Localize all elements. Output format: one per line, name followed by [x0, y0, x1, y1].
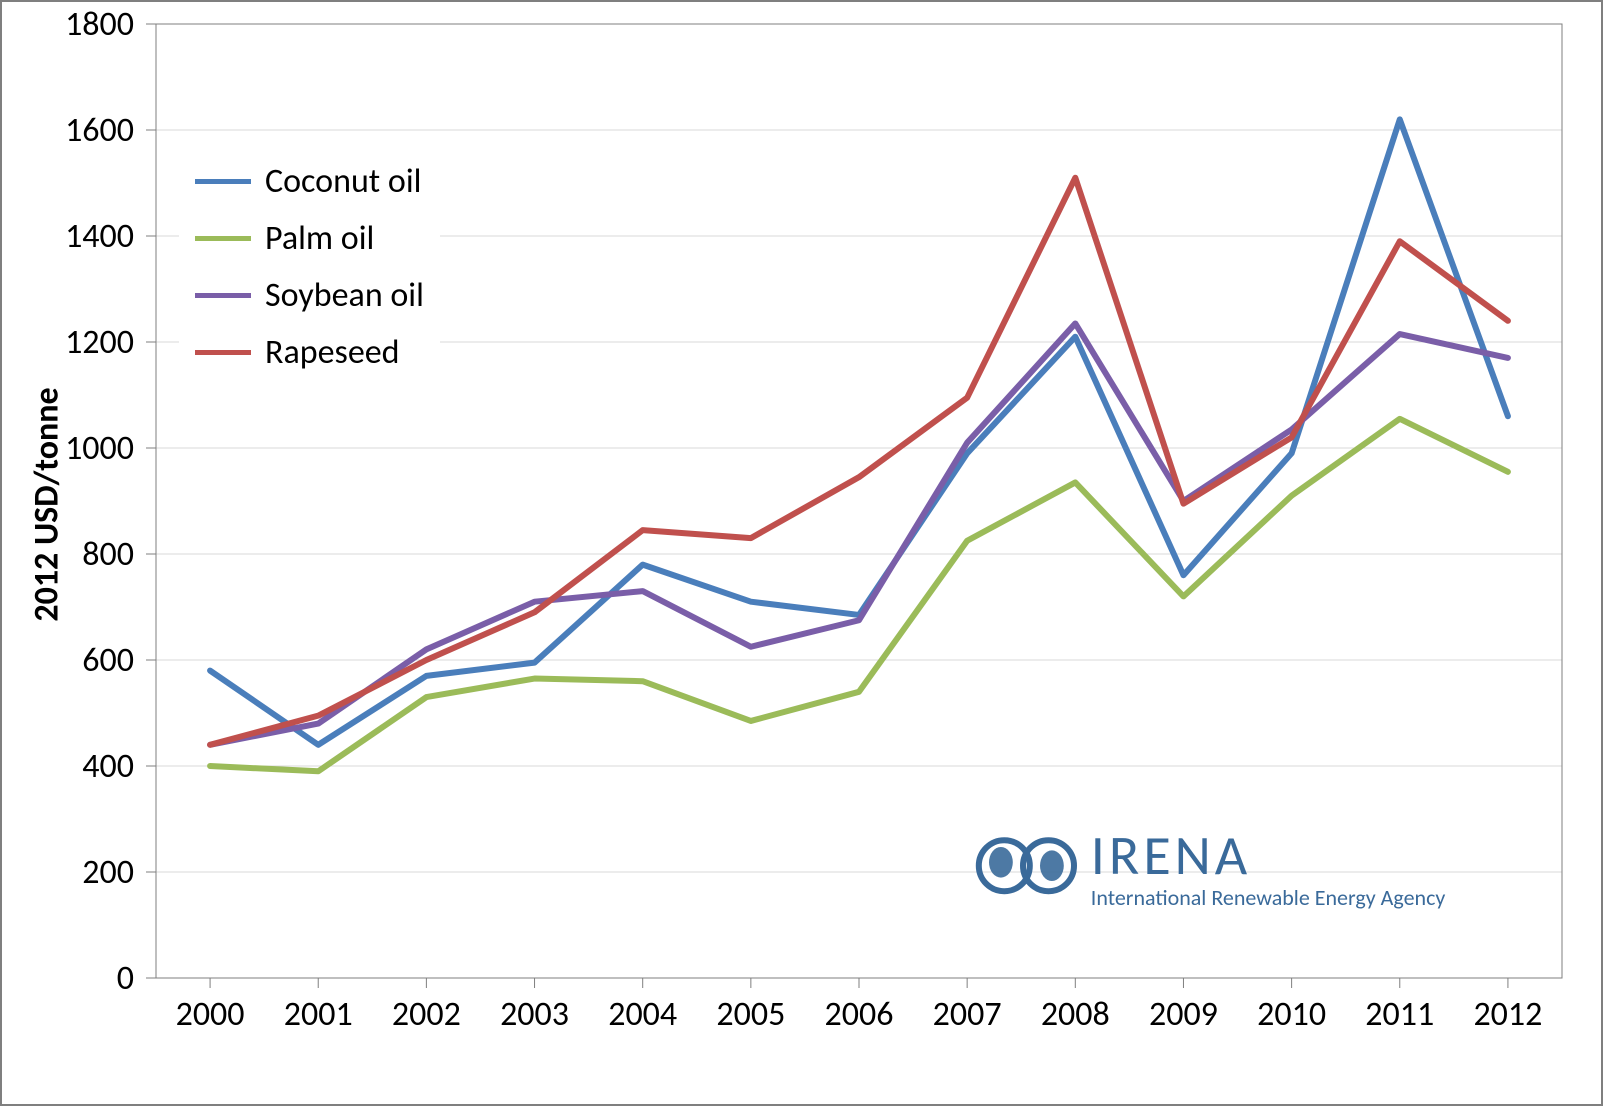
logo-circles-icon	[972, 830, 1081, 910]
y-axis-title: 2012 USD/tonne	[27, 28, 68, 982]
legend-label: Palm oil	[265, 218, 374, 259]
x-tick-label: 2006	[809, 994, 909, 1035]
x-tick-label: 2008	[1025, 994, 1125, 1035]
logo-tagline: International Renewable Energy Agency	[1091, 884, 1446, 911]
y-tick-label: 200	[82, 852, 134, 893]
legend-label: Coconut oil	[265, 161, 421, 202]
logo-brand: IRENA	[1091, 828, 1446, 884]
legend-swatch	[195, 350, 251, 355]
legend-swatch	[195, 236, 251, 241]
chart-frame: 2012 USD/tonne Coconut oil Palm oil Soybea…	[0, 0, 1603, 1106]
x-tick-label: 2004	[593, 994, 693, 1035]
y-tick-label: 1200	[65, 322, 134, 363]
x-tick-label: 2001	[268, 994, 368, 1035]
legend-label: Rapeseed	[265, 332, 400, 373]
x-tick-label: 2000	[160, 994, 260, 1035]
y-tick-label: 1800	[65, 4, 134, 45]
x-tick-label: 2002	[376, 994, 476, 1035]
legend: Coconut oil Palm oil Soybean oil Rapeseed	[179, 137, 440, 397]
legend-item: Soybean oil	[195, 275, 424, 316]
x-tick-label: 2009	[1133, 994, 1233, 1035]
y-tick-label: 0	[117, 958, 134, 999]
x-tick-label: 2003	[485, 994, 585, 1035]
legend-item: Coconut oil	[195, 161, 424, 202]
legend-swatch	[195, 179, 251, 184]
series-line	[210, 419, 1508, 771]
x-tick-label: 2012	[1458, 994, 1558, 1035]
legend-item: Palm oil	[195, 218, 424, 259]
x-tick-label: 2005	[701, 994, 801, 1035]
y-tick-label: 400	[82, 746, 134, 787]
x-tick-label: 2007	[917, 994, 1017, 1035]
legend-label: Soybean oil	[265, 275, 424, 316]
legend-swatch	[195, 293, 251, 298]
x-tick-label: 2010	[1242, 994, 1342, 1035]
y-tick-label: 600	[82, 640, 134, 681]
y-tick-label: 800	[82, 534, 134, 575]
y-tick-label: 1000	[65, 428, 134, 469]
x-tick-label: 2011	[1350, 994, 1450, 1035]
y-tick-label: 1400	[65, 216, 134, 257]
y-tick-label: 1600	[65, 110, 134, 151]
legend-item: Rapeseed	[195, 332, 424, 373]
logo: IRENA International Renewable Energy Age…	[972, 828, 1445, 911]
